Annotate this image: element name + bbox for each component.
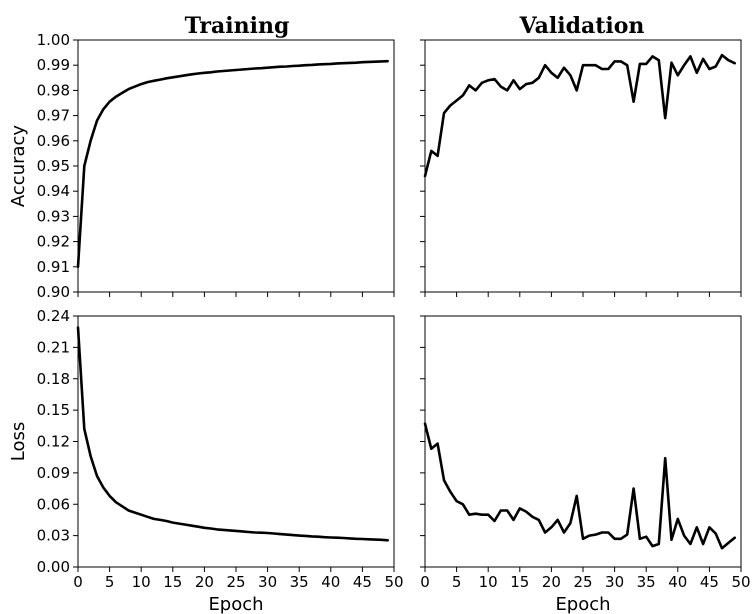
y-tick-label: 0.15: [37, 401, 70, 419]
x-tick-label: 15: [163, 573, 182, 591]
x-tick-label: 50: [731, 573, 750, 591]
y-tick-label: 0.95: [37, 157, 70, 175]
x-tick-label: 15: [510, 573, 529, 591]
x-tick-label: 10: [479, 573, 498, 591]
series-line-validation-loss: [423, 422, 737, 550]
x-tick-label: 5: [452, 573, 462, 591]
panel-validation-loss: 0 5 10 15 20 25 30 35 40 45 50 Epoch: [420, 315, 751, 614]
x-tick-label: 5: [105, 573, 115, 591]
x-tick-label: 45: [700, 573, 719, 591]
y-tick-label: 0.18: [37, 370, 70, 388]
series-line-training-accuracy: [76, 59, 390, 269]
y-tick-label: 0.96: [37, 132, 70, 150]
y-tick-label: 0.92: [37, 233, 70, 251]
x-tick-label: 25: [573, 573, 592, 591]
x-tick-label: 30: [258, 573, 277, 591]
x-tick-label: 45: [353, 573, 372, 591]
x-tick-label: 0: [73, 573, 83, 591]
x-tick-label: 10: [132, 573, 151, 591]
panel-training-loss: 0 5 10 15 20 25 30 35 40 45 50 0.00 0.03 0.06 0.09 0.12…: [8, 307, 404, 614]
panel-training-accuracy: 0.90 0.91 0.92 0.93 0.94 0.95 0.96 0.97 0.98 0.99…: [8, 31, 395, 301]
x-tick-label: 40: [668, 573, 687, 591]
y-tick-label: 0.06: [37, 495, 70, 513]
y-tick-label: 1.00: [37, 31, 70, 49]
y-tick-label: 0.12: [37, 433, 70, 451]
axes-frame: [424, 315, 742, 568]
x-tick-label: 25: [226, 573, 245, 591]
x-tick-label: 0: [420, 573, 430, 591]
x-tick-label: 20: [195, 573, 214, 591]
axes-frame: [424, 39, 742, 293]
y-tick-label: 0.98: [37, 81, 70, 99]
y-tick-label: 0.94: [37, 182, 70, 200]
x-tick-label: 35: [290, 573, 309, 591]
x-tick-label: 20: [542, 573, 561, 591]
y-axis-label: Accuracy: [8, 125, 29, 208]
y-axis-label: Loss: [8, 422, 29, 461]
series-line-training-loss: [76, 326, 390, 542]
y-tick-label: 0.91: [37, 258, 70, 276]
panel-validation-accuracy: [420, 39, 742, 297]
y-tick-label: 0.97: [37, 107, 70, 125]
x-tick-label: 50: [384, 573, 403, 591]
column-title-training: Training: [185, 13, 290, 39]
axes-frame: [77, 315, 395, 568]
x-tick-label: 35: [637, 573, 656, 591]
axes-frame: [77, 39, 395, 293]
x-axis-label: Epoch: [555, 594, 610, 614]
x-tick-label: 40: [321, 573, 340, 591]
x-axis-label: Epoch: [208, 594, 263, 614]
y-tick-label: 0.90: [37, 283, 70, 301]
y-tick-label: 0.21: [37, 338, 70, 356]
y-tick-label: 0.03: [37, 527, 70, 545]
y-tick-label: 0.00: [37, 558, 70, 576]
y-tick-label: 0.93: [37, 207, 70, 225]
column-title-validation: Validation: [519, 13, 645, 39]
series-line-validation-accuracy: [423, 53, 737, 178]
x-tick-label: 30: [605, 573, 624, 591]
y-tick-label: 0.24: [37, 307, 70, 325]
y-tick-label: 0.99: [37, 56, 70, 74]
y-tick-label: 0.09: [37, 464, 70, 482]
